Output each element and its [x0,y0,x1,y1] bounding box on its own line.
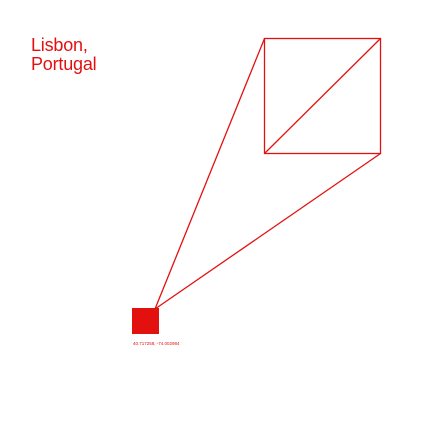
location-title: Lisbon, Portugal [31,35,97,74]
projection-line-right [154,152,381,310]
zoom-frame-diagonal [264,38,381,154]
projection-line-left [154,38,266,310]
coordinates-label: 40.717258, -74.002984 [133,341,180,346]
location-title-city: Lisbon, [31,35,88,55]
zoom-frame [263,37,382,155]
location-title-country: Portugal [31,54,97,74]
location-marker [132,308,159,334]
